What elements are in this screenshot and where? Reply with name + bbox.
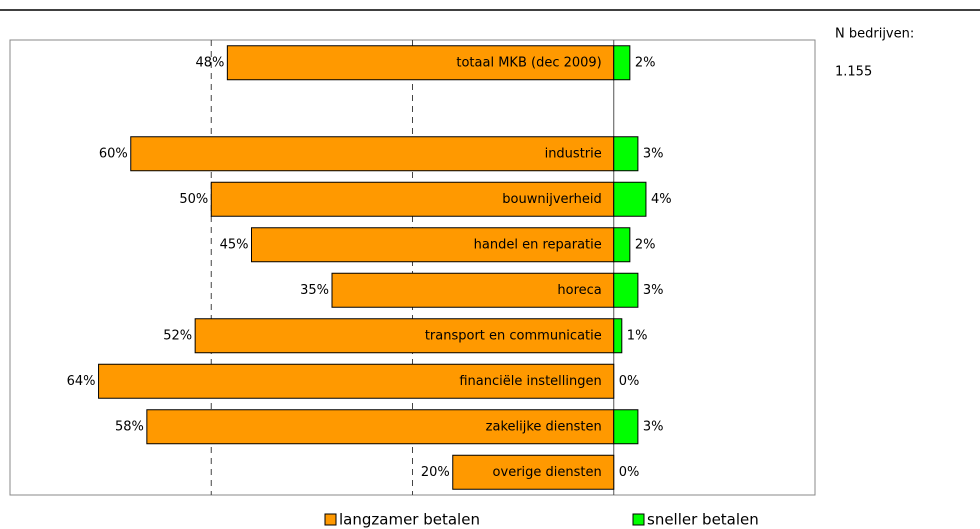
bar-slower	[226, 45, 615, 81]
value-label: 2%	[635, 237, 656, 252]
value-label: 60%	[99, 146, 128, 161]
value-label: 0%	[619, 374, 640, 389]
bar-slower	[251, 227, 615, 263]
bar-faster	[613, 227, 631, 263]
bar-faster	[613, 409, 639, 445]
category-label: totaal MKB (dec 2009)	[456, 55, 601, 70]
value-label: 3%	[643, 419, 664, 434]
bar-slower	[331, 272, 615, 308]
category-label: transport en communicatie	[425, 328, 602, 343]
category-label: zakelijke diensten	[486, 419, 602, 434]
value-label: 20%	[421, 465, 450, 480]
category-label: bouwnijverheid	[502, 192, 601, 207]
value-label: 4%	[651, 192, 672, 207]
note-value: 1.155	[835, 65, 872, 80]
bar-faster	[613, 272, 639, 308]
category-label: financiële instellingen	[459, 374, 601, 389]
value-label: 1%	[627, 328, 648, 343]
legend-swatch	[632, 513, 645, 526]
value-label: 64%	[67, 374, 96, 389]
bar-slower	[194, 318, 615, 354]
category-label: overige diensten	[493, 465, 602, 480]
bar-faster	[613, 318, 623, 354]
bar-slower	[130, 136, 615, 172]
bar-faster	[613, 136, 639, 172]
value-label: 45%	[220, 237, 249, 252]
value-label: 35%	[300, 283, 329, 298]
legend-label: sneller betalen	[647, 511, 759, 529]
legend-label: langzamer betalen	[339, 511, 480, 529]
bar-slower	[98, 363, 615, 399]
bar-faster	[613, 45, 631, 81]
category-label: horeca	[557, 283, 601, 298]
category-label: industrie	[545, 146, 602, 161]
value-label: 3%	[643, 283, 664, 298]
bar-slower	[210, 181, 615, 217]
bar-faster	[613, 181, 647, 217]
note-label: N bedrijven:	[835, 27, 914, 42]
value-label: 52%	[163, 328, 192, 343]
value-label: 58%	[115, 419, 144, 434]
bar-slower	[452, 454, 615, 490]
value-label: 2%	[635, 55, 656, 70]
value-label: 50%	[179, 192, 208, 207]
value-label: 0%	[619, 465, 640, 480]
value-label: 48%	[195, 55, 224, 70]
category-label: handel en reparatie	[474, 237, 602, 252]
legend-swatch	[324, 513, 337, 526]
value-label: 3%	[643, 146, 664, 161]
